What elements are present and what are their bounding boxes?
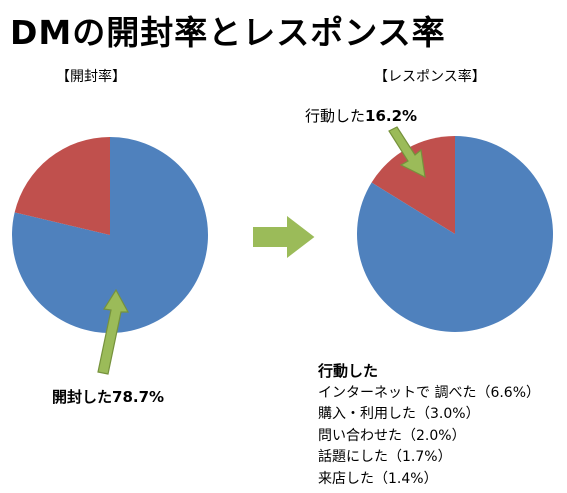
response-rate-pie-chart: [356, 136, 553, 332]
open-rate-callout-value: 78.7%: [112, 388, 165, 406]
response-details: 行動した インターネットで 調べた（6.6%） 購入・利用した（3.0%） 問い…: [318, 361, 540, 490]
response-rate-callout: 行動した16.2%: [305, 105, 417, 126]
open-rate-pie-chart: [12, 137, 209, 333]
page-title: DMの開封率とレスポンス率: [10, 13, 446, 52]
response-rate-chart-label: 【レスポンス率】: [374, 69, 486, 85]
response-rate-callout-value: 16.2%: [365, 107, 418, 125]
open-rate-slice-1: [14, 137, 111, 235]
response-rate-callout-name: 行動した: [305, 107, 366, 125]
response-details-heading: 行動した: [318, 362, 379, 380]
response-rate-slice-0: [371, 136, 455, 234]
right-arrow-icon: [251, 212, 318, 262]
open-rate-callout-name: 開封した: [52, 388, 113, 406]
response-rate-slice-1: [356, 136, 553, 332]
response-rate-callout-arrow-icon: [388, 126, 426, 179]
response-detail-item: インターネットで 調べた（6.6%）: [318, 384, 541, 401]
response-detail-item: 話題にした（1.7%）: [318, 449, 452, 465]
response-detail-item: 問い合わせた（2.0%）: [318, 427, 466, 444]
open-rate-chart-label: 【開封率】: [56, 69, 126, 85]
open-rate-slice-0: [12, 137, 209, 333]
response-detail-item: 来店した（1.4%）: [318, 470, 438, 487]
response-detail-item: 購入・利用した（3.0%）: [318, 406, 480, 422]
open-rate-callout-arrow-icon: [97, 288, 130, 375]
open-rate-callout: 開封した78.7%: [52, 386, 164, 407]
